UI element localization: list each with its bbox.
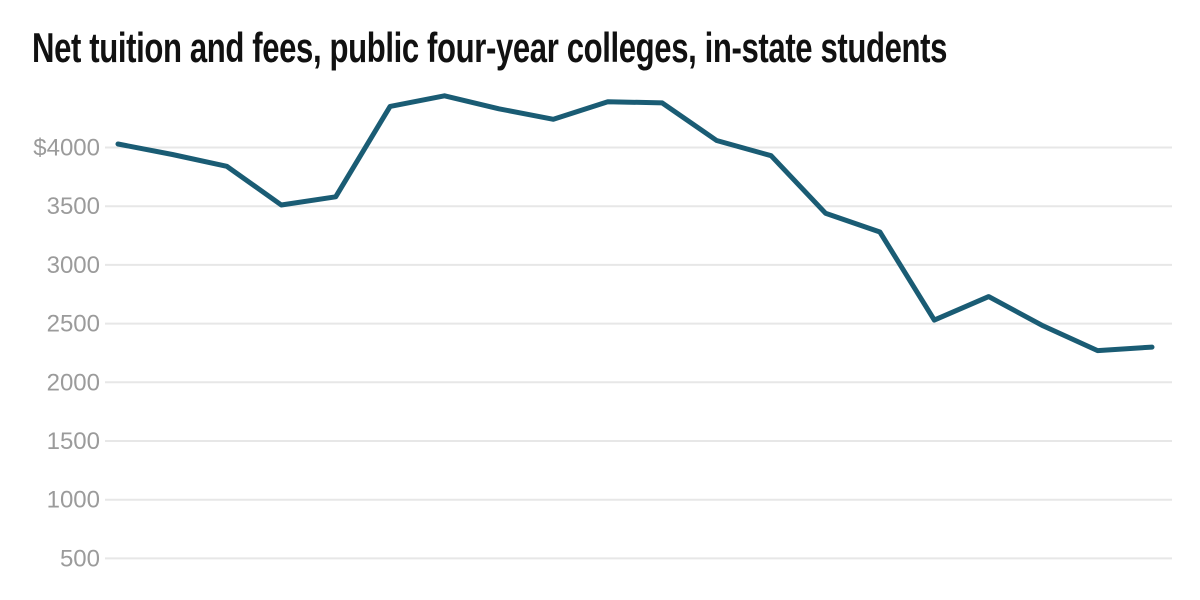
- net-tuition-line-series: [115, 93, 1155, 354]
- y-axis-tick-label: 3500: [47, 193, 100, 220]
- y-axis-tick-label: $4000: [33, 135, 100, 162]
- y-axis-tick-label: 3000: [47, 252, 100, 279]
- chart-title: Net tuition and fees, public four-year c…: [32, 24, 948, 71]
- y-axis-tick-label: 1500: [47, 428, 100, 455]
- y-axis-tick-label: 2000: [47, 369, 100, 396]
- y-axis-tick-label: 500: [60, 545, 100, 572]
- y-axis-tick-label: 2500: [47, 311, 100, 338]
- y-axis-tick-label: 1000: [47, 487, 100, 514]
